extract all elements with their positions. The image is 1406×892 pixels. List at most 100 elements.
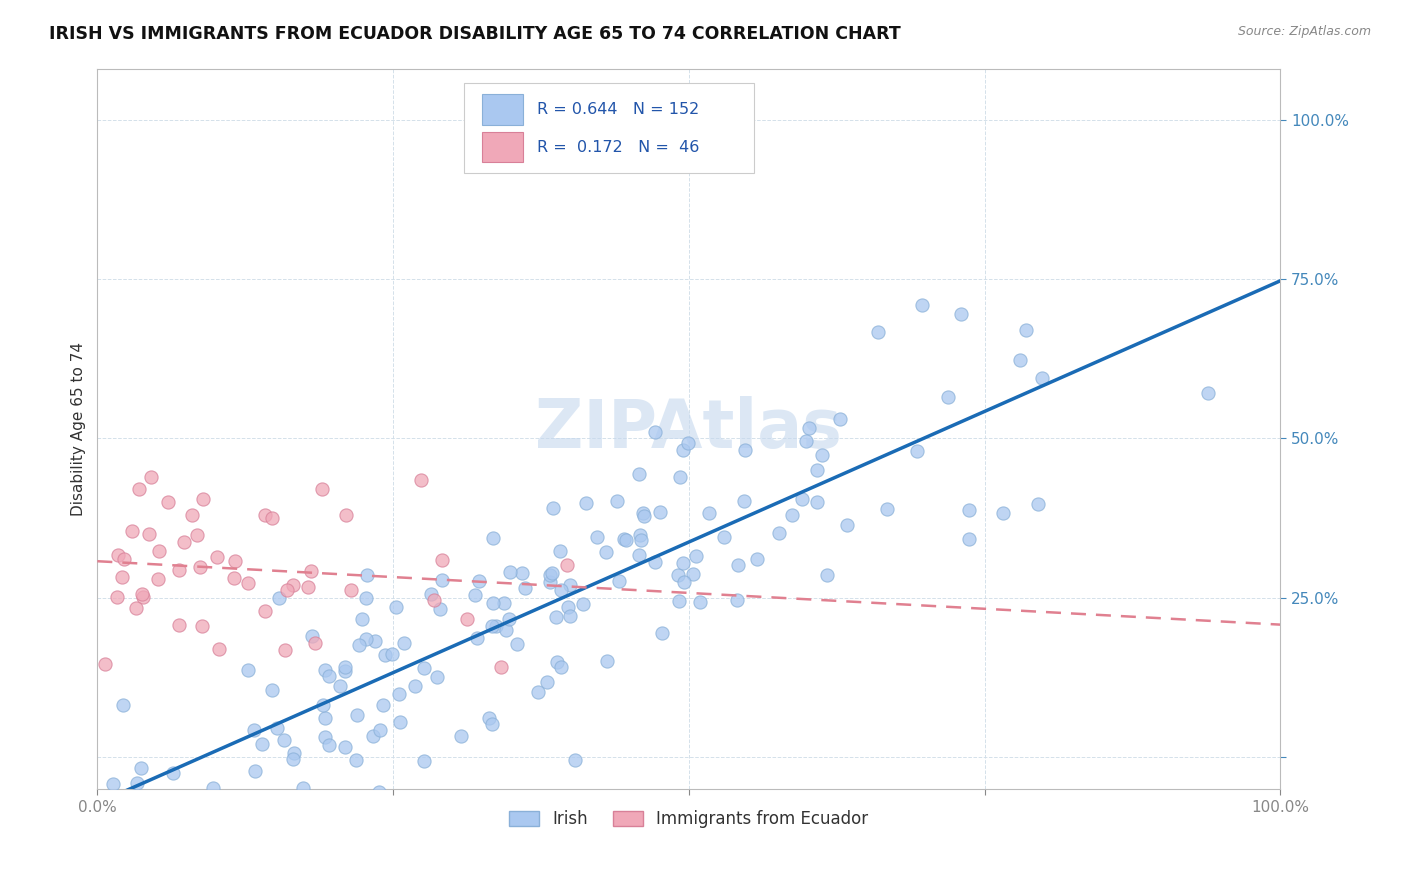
Point (301, 629, 323, 643)
Point (614, 533, 637, 547)
Point (138, 526, 160, 541)
Point (499, 565, 522, 579)
Point (557, 599, 579, 614)
Point (404, 679, 426, 693)
Point (253, 604, 276, 618)
Point (650, 626, 672, 640)
Point (381, 647, 404, 661)
Point (173, 534, 195, 549)
Legend: Irish, Immigrants from Ecuador: Irish, Immigrants from Ecuador (502, 804, 876, 835)
Point (430, 553, 453, 567)
Text: Source: ZipAtlas.com: Source: ZipAtlas.com (1237, 25, 1371, 38)
Point (689, 595, 711, 609)
Point (1026, 497, 1049, 511)
Point (541, 566, 564, 580)
Point (224, 553, 246, 567)
Point (957, 532, 980, 546)
Point (374, 648, 396, 662)
Point (481, 716, 503, 731)
Point (464, 588, 486, 602)
Point (335, 508, 357, 522)
Point (129, 761, 152, 775)
Point (572, 598, 595, 612)
Point (546, 656, 568, 670)
Text: R =  0.172   N =  46: R = 0.172 N = 46 (537, 139, 700, 154)
Point (191, 492, 214, 507)
Point (550, 583, 572, 598)
Point (949, 307, 972, 321)
Point (672, 556, 695, 570)
Point (482, 596, 505, 610)
Point (314, 730, 336, 744)
Point (1015, 322, 1038, 336)
Point (254, 508, 277, 523)
Point (344, 753, 367, 767)
Point (250, 737, 273, 751)
Point (866, 325, 889, 339)
Point (409, 474, 432, 488)
Point (111, 570, 134, 584)
Point (157, 495, 180, 509)
Point (450, 729, 472, 743)
Point (266, 721, 288, 735)
Point (697, 507, 720, 521)
Point (121, 524, 143, 538)
Point (725, 592, 748, 607)
Point (269, 591, 291, 605)
Point (510, 566, 533, 581)
Point (368, 723, 391, 737)
Point (392, 636, 415, 650)
Point (426, 670, 449, 684)
Point (363, 730, 385, 744)
Point (429, 602, 451, 616)
Point (162, 766, 184, 780)
Point (111, 698, 134, 713)
Y-axis label: Disability Age 65 to 74: Disability Age 65 to 74 (72, 342, 86, 516)
Point (828, 412, 851, 426)
Point (876, 502, 898, 516)
Point (412, 661, 434, 675)
Point (837, 518, 859, 533)
Point (633, 508, 655, 523)
Point (238, 576, 260, 591)
Point (1031, 371, 1053, 385)
Point (609, 574, 631, 588)
Point (993, 507, 1015, 521)
Point (146, 573, 169, 587)
FancyBboxPatch shape (464, 83, 754, 173)
Point (810, 448, 832, 462)
Point (304, 636, 326, 650)
Point (186, 528, 208, 542)
Point (297, 580, 319, 594)
Point (713, 530, 735, 544)
Point (389, 715, 412, 730)
Point (747, 552, 769, 566)
Point (131, 587, 153, 601)
Bar (482, 95, 523, 125)
Point (243, 723, 266, 737)
Point (606, 494, 628, 508)
Point (648, 505, 671, 519)
Point (346, 707, 368, 722)
Point (107, 549, 129, 563)
Point (311, 483, 333, 497)
Point (676, 436, 699, 450)
Point (139, 469, 162, 483)
Point (538, 568, 561, 582)
Point (167, 618, 190, 632)
Point (465, 632, 488, 646)
Point (333, 740, 356, 755)
Point (513, 581, 536, 595)
Point (527, 685, 550, 699)
Point (354, 591, 377, 606)
Point (193, 836, 215, 850)
Point (131, 590, 153, 604)
Point (181, 508, 204, 522)
Point (412, 754, 434, 768)
Point (371, 698, 394, 712)
Point (314, 710, 336, 724)
Point (666, 568, 689, 582)
Point (329, 680, 352, 694)
Point (350, 612, 373, 626)
Point (260, 683, 283, 698)
